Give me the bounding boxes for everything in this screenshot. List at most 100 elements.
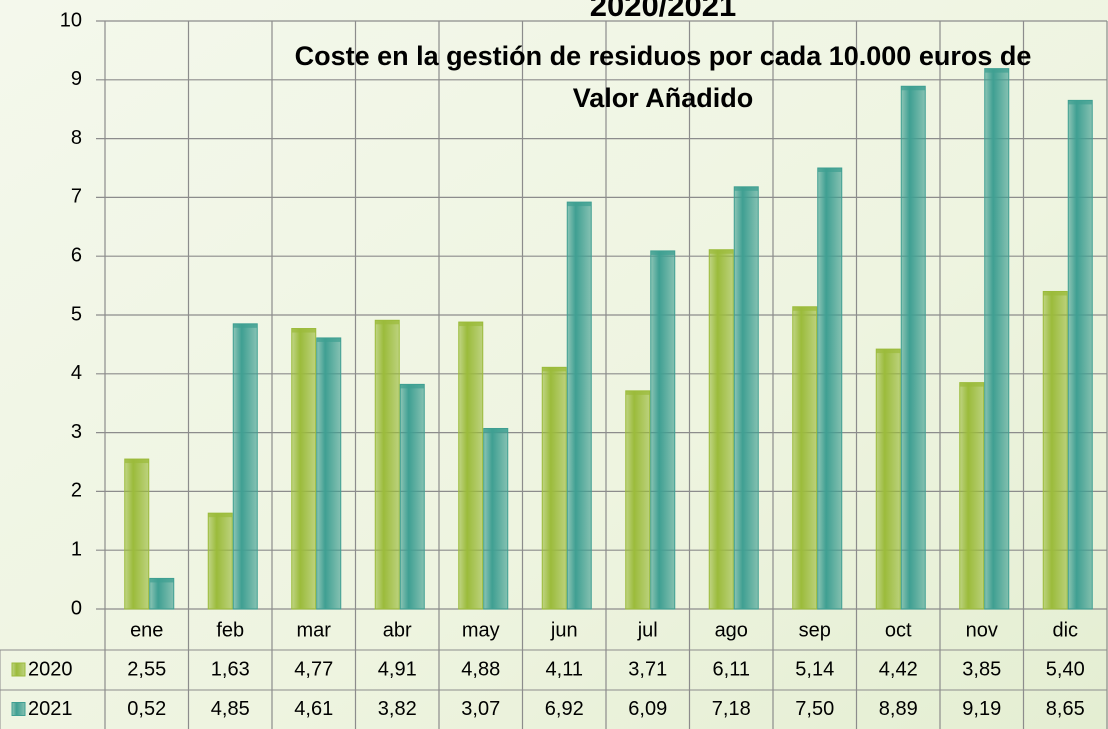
y-tick-label: 2 [71, 480, 82, 502]
bar [566, 201, 592, 610]
x-tick-label: feb [216, 619, 244, 641]
x-tick-label: ene [130, 619, 163, 641]
bar-cap [483, 428, 508, 433]
bar [541, 366, 567, 610]
bar [232, 323, 258, 610]
bar [733, 186, 759, 610]
bar-cap [1043, 291, 1068, 296]
value-label: 4,42 [879, 658, 918, 680]
legend-label: 2021 [28, 698, 73, 720]
value-label: 4,88 [461, 658, 500, 680]
bar-cap [542, 367, 567, 372]
bar-cap [734, 186, 759, 191]
y-tick-label: 4 [71, 362, 82, 384]
bar [792, 306, 818, 610]
bars [124, 68, 1093, 610]
x-tick-label: sep [799, 619, 831, 641]
bar [483, 427, 509, 610]
y-tick-label: 10 [60, 9, 82, 31]
y-tick-label: 7 [71, 186, 82, 208]
value-label: 4,77 [294, 658, 333, 680]
value-label: 6,92 [545, 698, 584, 720]
value-label: 8,89 [879, 698, 918, 720]
value-label: 0,52 [127, 698, 166, 720]
bar [900, 85, 926, 610]
bar-cap [650, 250, 675, 255]
y-tick-label: 0 [71, 597, 82, 619]
bar [959, 382, 985, 610]
value-label: 5,40 [1046, 658, 1085, 680]
value-label: 9,19 [962, 698, 1001, 720]
legend-key [11, 702, 26, 716]
bar [984, 68, 1010, 610]
bar-cap [959, 382, 984, 387]
bar-cap [567, 202, 592, 207]
bar-cap [901, 86, 926, 91]
bar-cap [233, 323, 258, 328]
bar [374, 319, 400, 610]
value-label: 5,14 [795, 658, 834, 680]
bar-cap [208, 513, 233, 518]
y-tick-label: 1 [71, 538, 82, 560]
y-tick-label: 9 [71, 68, 82, 90]
x-tick-label: oct [885, 619, 912, 641]
bar [399, 383, 425, 610]
bar [875, 348, 901, 610]
bar [316, 337, 342, 610]
value-label: 7,50 [795, 698, 834, 720]
chart-subtitle: Coste en la gestión de residuos por cada… [295, 41, 1032, 71]
value-label: 8,65 [1046, 698, 1085, 720]
bar [124, 458, 150, 610]
bar [650, 250, 676, 610]
value-label: 4,85 [211, 698, 250, 720]
value-label: 3,07 [461, 698, 500, 720]
value-label: 3,82 [378, 698, 417, 720]
value-label: 4,11 [546, 658, 583, 680]
x-tick-label: jul [637, 619, 658, 641]
bar [1067, 99, 1093, 610]
bar-cap [984, 68, 1009, 73]
bar-cap [817, 168, 842, 172]
bar [458, 321, 484, 610]
x-tick-label: ago [715, 619, 748, 641]
x-tick-label: abr [383, 619, 412, 641]
bar-cap [792, 306, 817, 311]
value-label: 3,71 [628, 658, 667, 680]
bar-cap [876, 349, 901, 354]
x-tick-label: jun [550, 619, 578, 641]
x-tick-label: may [462, 619, 500, 641]
bar-cap [291, 328, 316, 333]
value-label: 2,55 [127, 658, 166, 680]
y-tick-label: 3 [71, 421, 82, 443]
bar [149, 577, 175, 610]
chart-title: 2020/2021 [590, 0, 737, 23]
y-tick-label: 8 [71, 127, 82, 149]
bar [1042, 290, 1068, 610]
x-tick-label: mar [297, 619, 332, 641]
value-label: 1,63 [211, 658, 250, 680]
bar-cap [316, 337, 341, 342]
bar [207, 512, 233, 610]
legend-key [11, 662, 26, 677]
y-tick-label: 6 [71, 244, 82, 266]
bar-cap [625, 390, 650, 395]
bar [291, 328, 317, 610]
bar-cap [1068, 100, 1093, 105]
bar-cap [375, 320, 400, 325]
chart-subtitle: Valor Añadido [573, 83, 754, 113]
x-tick-label: dic [1052, 619, 1078, 641]
x-tick-label: nov [966, 619, 998, 641]
value-label: 6,09 [628, 698, 667, 720]
bar [625, 390, 651, 610]
y-tick-label: 5 [71, 303, 82, 325]
bar-cap [458, 322, 483, 327]
grid: 0 1 2 3 4 5 6 7 8 9 10 ene feb mar abr may jun jul ago sep o… [0, 9, 1108, 729]
bar-cap [149, 578, 174, 583]
value-label: 4,61 [294, 698, 333, 720]
bar [817, 167, 843, 610]
bar-cap [400, 384, 425, 389]
value-label: 7,18 [712, 698, 751, 720]
value-label: 3,85 [962, 658, 1001, 680]
bar [708, 249, 734, 610]
